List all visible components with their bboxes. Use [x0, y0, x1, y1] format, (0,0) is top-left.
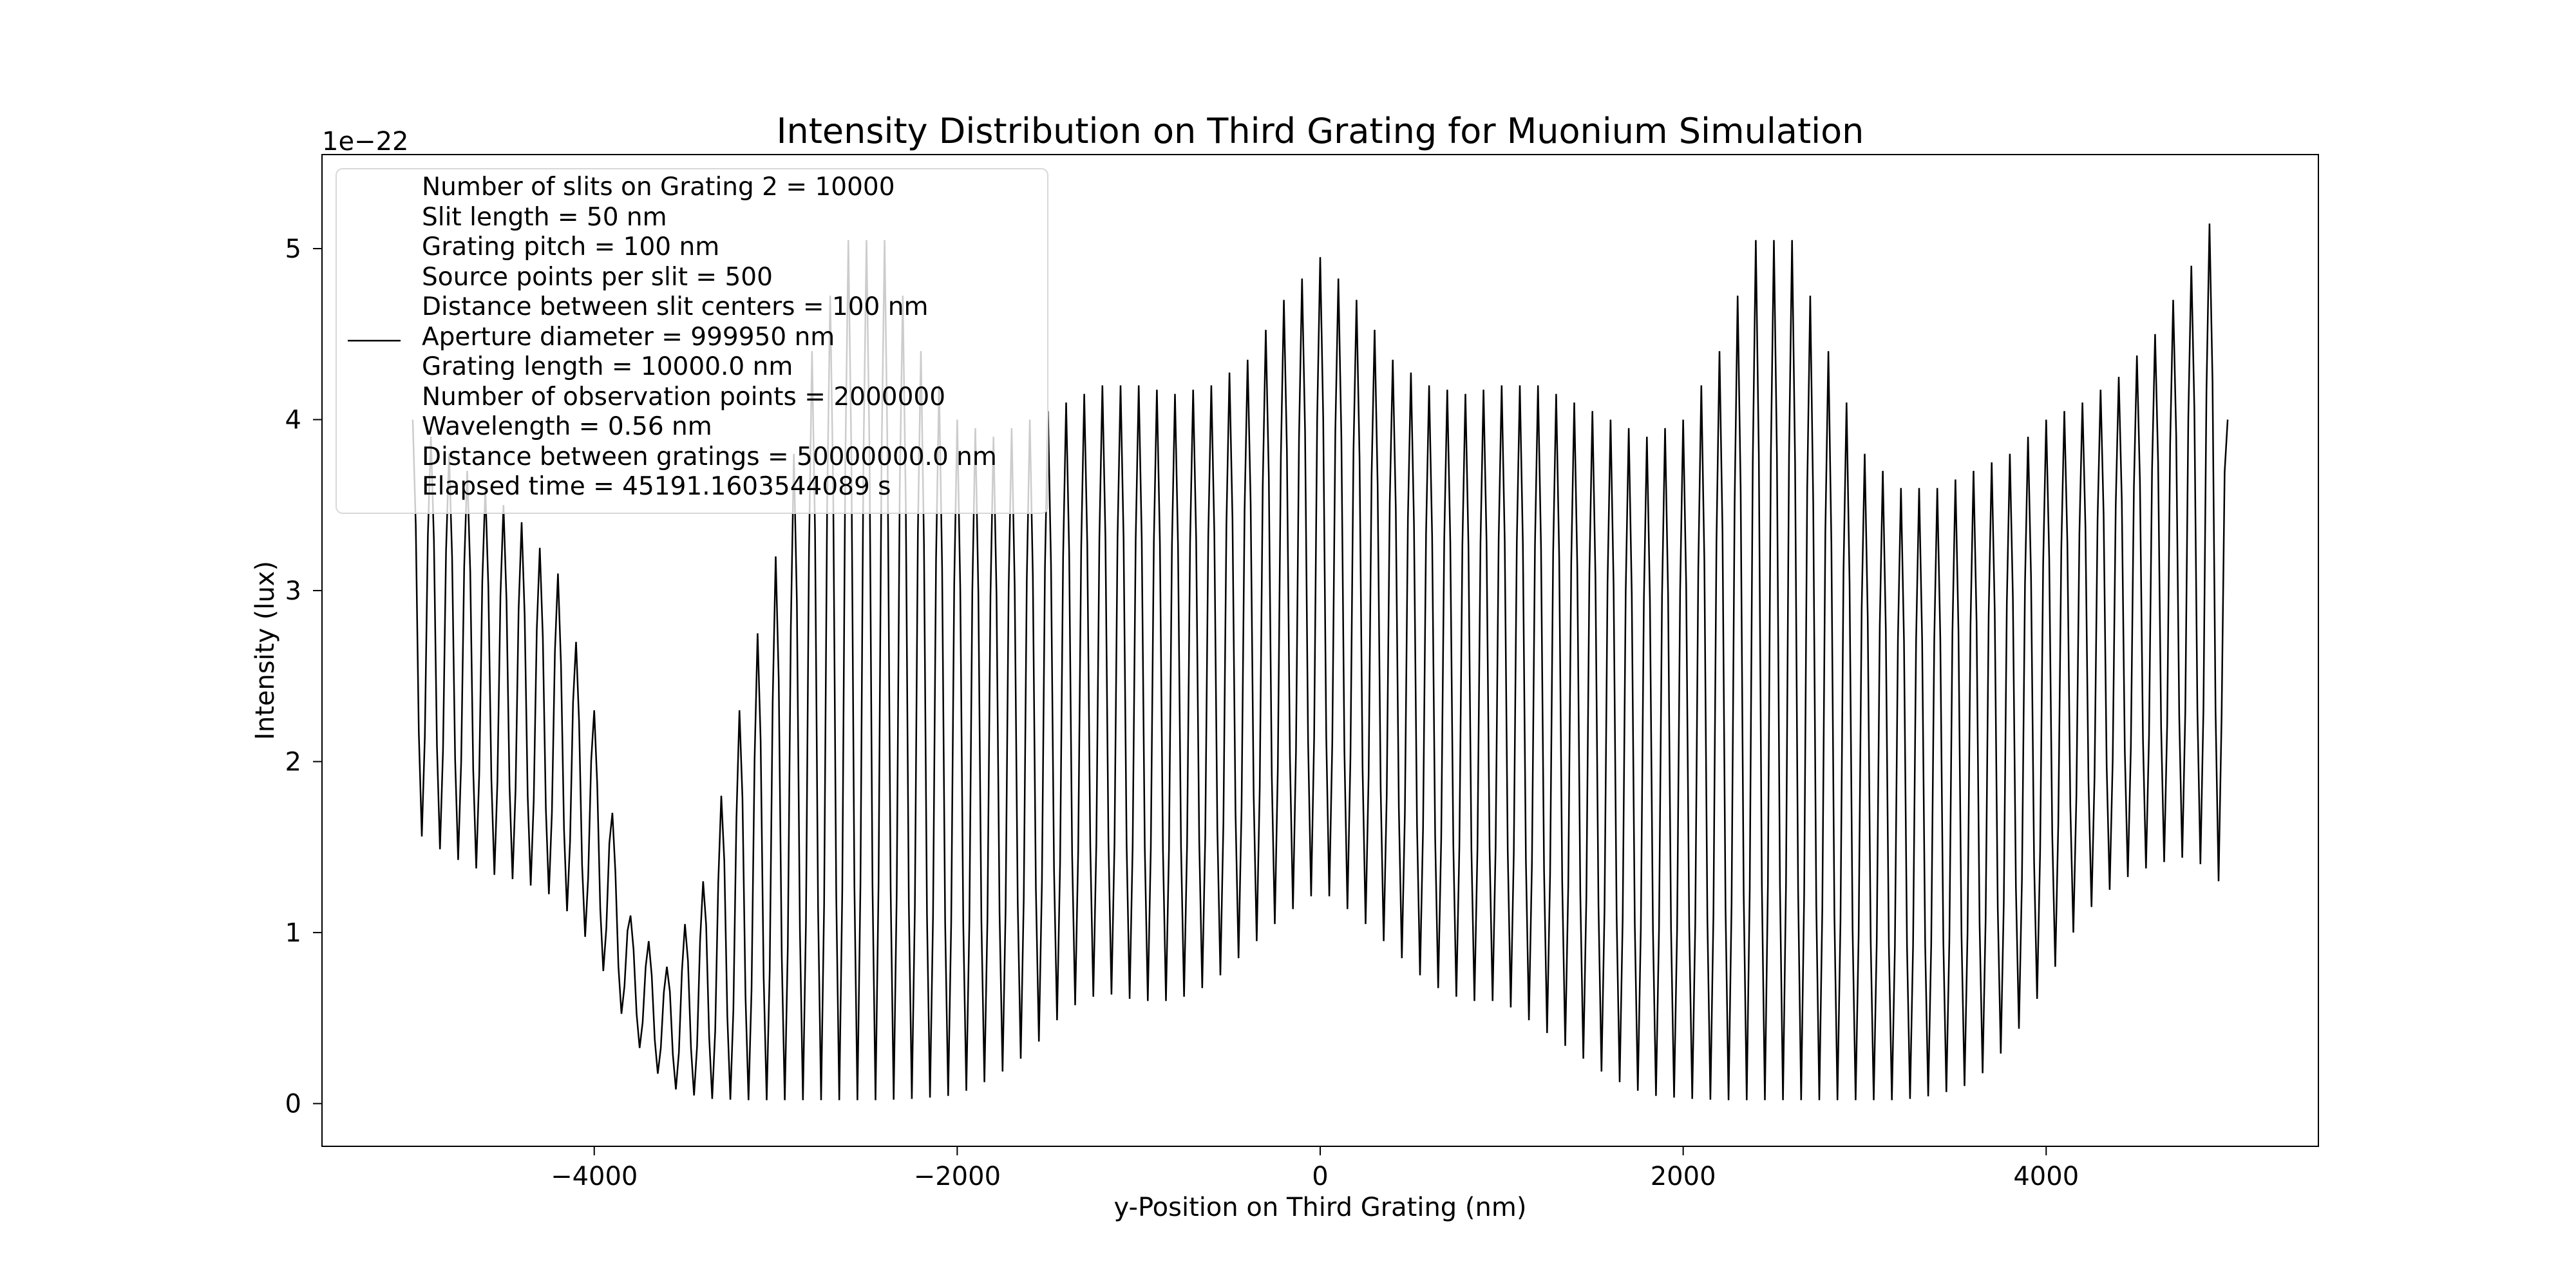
legend-line: Number of slits on Grating 2 = 10000 — [422, 173, 895, 202]
y-tick-label: 1 — [285, 918, 301, 948]
legend-line: Source points per slit = 500 — [422, 262, 773, 292]
legend-line: Number of observation points = 2000000 — [422, 382, 946, 412]
x-tick-label: 4000 — [2013, 1162, 2079, 1191]
legend-box — [336, 168, 1048, 514]
y-axis-offset-text: 1e−22 — [322, 127, 408, 156]
x-axis-label: y-Position on Third Grating (nm) — [1114, 1193, 1527, 1222]
y-tick-label: 5 — [285, 234, 301, 264]
legend-text: Number of slits on Grating 2 = 10000 Sli… — [422, 173, 1066, 502]
legend-line: Slit length = 50 nm — [422, 202, 667, 232]
y-tick-label: 3 — [285, 576, 301, 606]
x-tick-label: −4000 — [551, 1162, 638, 1191]
intensity-series-line — [412, 223, 2229, 1101]
series-layer — [412, 223, 2229, 1101]
legend-line: Distance between slit centers = 100 nm — [422, 292, 929, 321]
ticks-layer: −4000 −2000 0 2000 4000 0 1 2 3 4 5 — [285, 234, 2079, 1191]
x-tick-label: 0 — [1312, 1162, 1328, 1191]
legend-line: Wavelength = 0.56 nm — [422, 412, 712, 441]
x-tick-label: 2000 — [1651, 1162, 1716, 1191]
legend-line: Distance between gratings = 50000000.0 n… — [422, 442, 997, 471]
y-axis-label: Intensity (lux) — [251, 561, 280, 740]
x-tick-label: −2000 — [914, 1162, 1001, 1191]
y-tick-label: 0 — [285, 1090, 301, 1119]
legend-line: Elapsed time = 45191.1603544089 s — [422, 472, 891, 501]
y-tick-label: 4 — [285, 406, 301, 435]
y-tick-label: 2 — [285, 748, 301, 777]
legend-line: Grating length = 10000.0 nm — [422, 352, 793, 381]
legend-line: Grating pitch = 100 nm — [422, 232, 720, 261]
chart-title: Intensity Distribution on Third Grating … — [777, 111, 1864, 151]
legend-line: Aperture diameter = 999950 nm — [422, 322, 835, 352]
